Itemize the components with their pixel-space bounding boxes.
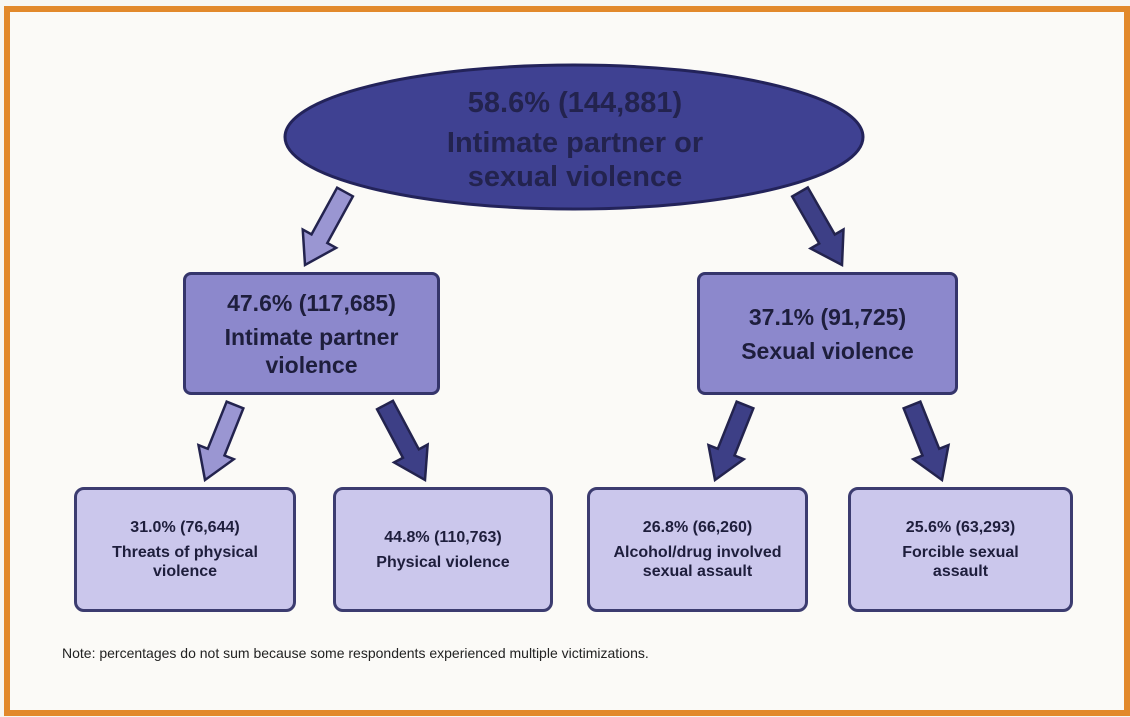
node: 47.6% (117,685) Intimate partner violenc… [183,272,440,395]
node-label: Threats of physical violence [112,544,258,580]
node-label: Alcohol/drug involved sexual assault [613,544,782,580]
node: 58.6% (144,881) Intimate partner or sexu… [330,75,820,205]
arrow [196,400,245,483]
arrow [375,399,430,483]
node-label: Intimate partner or sexual violence [446,127,704,193]
node: 26.8% (66,260) Alcohol/drug involved sex… [587,487,808,612]
node: 25.6% (63,293) Forcible sexual assault [848,487,1073,612]
node-stat: 31.0% (76,644) [130,519,240,536]
node: 44.8% (110,763) Physical violence [333,487,553,612]
node-stat: 37.1% (91,725) [748,303,907,330]
node-stat: 47.6% (117,685) [227,289,396,316]
node: 31.0% (76,644) Threats of physical viole… [74,487,296,612]
node: 37.1% (91,725) Sexual violence [697,272,958,395]
top-ellipse [283,63,865,211]
node-label: Forcible sexual assault [902,544,1019,580]
arrow [790,185,845,268]
node-stat: 26.8% (66,260) [642,519,753,536]
arrows [196,185,951,483]
arrow [902,400,951,483]
arrow [706,400,755,483]
note: Note: percentages do not sum because som… [62,645,649,661]
node-stat: 44.8% (110,763) [384,528,502,546]
node-stat: 25.6% (63,293) [905,519,1016,536]
node-label: Sexual violence [741,337,914,364]
node-label: Physical violence [376,553,510,571]
node-stat: 58.6% (144,881) [467,87,683,119]
arrow [301,185,355,268]
node-label: Intimate partner violence [224,323,399,378]
